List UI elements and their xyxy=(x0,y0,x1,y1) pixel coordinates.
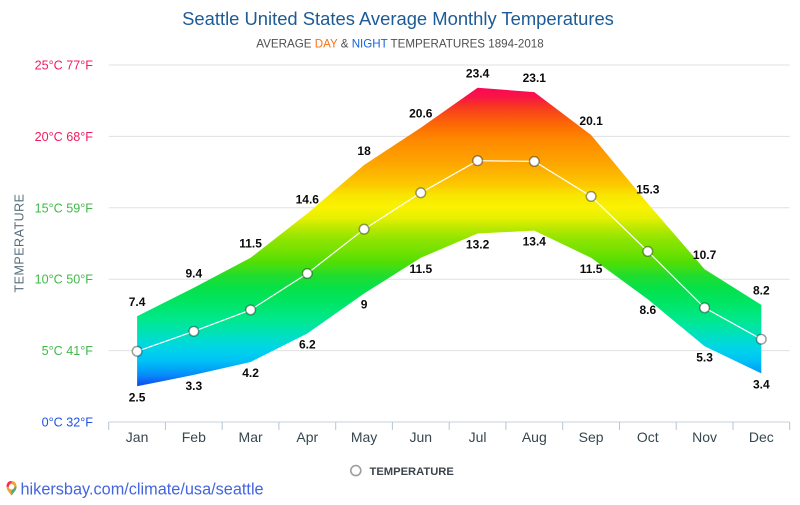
svg-text:Nov: Nov xyxy=(692,429,717,445)
svg-text:Jun: Jun xyxy=(410,429,433,445)
svg-text:AVERAGE DAY & NIGHT TEMPERATUR: AVERAGE DAY & NIGHT TEMPERATURES 1894-20… xyxy=(256,38,543,51)
svg-text:7.4: 7.4 xyxy=(129,295,146,309)
svg-text:11.5: 11.5 xyxy=(580,262,603,276)
svg-text:3.4: 3.4 xyxy=(753,377,770,391)
svg-text:Feb: Feb xyxy=(182,429,206,445)
svg-text:2.5: 2.5 xyxy=(129,390,146,404)
svg-text:4.2: 4.2 xyxy=(242,366,259,380)
svg-text:13.2: 13.2 xyxy=(466,238,490,252)
svg-text:15°C 59°F: 15°C 59°F xyxy=(35,201,94,215)
svg-text:Jul: Jul xyxy=(469,429,487,445)
svg-text:hikersbay.com/climate/usa/seat: hikersbay.com/climate/usa/seattle xyxy=(21,481,264,499)
svg-text:10°C 50°F: 10°C 50°F xyxy=(35,273,94,287)
svg-text:5.3: 5.3 xyxy=(696,350,713,364)
svg-text:Jan: Jan xyxy=(126,429,149,445)
svg-text:Dec: Dec xyxy=(749,429,774,445)
svg-text:8.6: 8.6 xyxy=(639,303,656,317)
svg-text:18: 18 xyxy=(357,144,371,158)
svg-text:TEMPERATURE: TEMPERATURE xyxy=(13,193,27,292)
svg-text:6.2: 6.2 xyxy=(299,338,316,352)
svg-text:Oct: Oct xyxy=(637,429,659,445)
svg-text:Seattle United States Average: Seattle United States Average Monthly Te… xyxy=(182,8,614,29)
svg-text:10.7: 10.7 xyxy=(693,248,717,262)
svg-text:Apr: Apr xyxy=(296,429,318,445)
svg-text:Mar: Mar xyxy=(239,429,263,445)
svg-text:23.4: 23.4 xyxy=(466,67,490,81)
svg-text:11.5: 11.5 xyxy=(409,262,432,276)
svg-text:14.6: 14.6 xyxy=(296,192,320,206)
svg-text:3.3: 3.3 xyxy=(185,379,202,393)
svg-text:Aug: Aug xyxy=(522,429,547,445)
svg-text:0°C 32°F: 0°C 32°F xyxy=(42,416,94,430)
svg-text:5°C 41°F: 5°C 41°F xyxy=(42,344,94,358)
svg-text:9: 9 xyxy=(361,298,368,312)
svg-text:13.4: 13.4 xyxy=(523,235,547,249)
svg-text:TEMPERATURE: TEMPERATURE xyxy=(370,466,455,478)
svg-text:15.3: 15.3 xyxy=(636,182,660,196)
svg-text:Sep: Sep xyxy=(579,429,604,445)
svg-text:11.5: 11.5 xyxy=(239,237,262,251)
svg-text:8.2: 8.2 xyxy=(753,284,770,298)
svg-text:23.1: 23.1 xyxy=(523,71,547,85)
svg-text:20°C 68°F: 20°C 68°F xyxy=(35,130,94,144)
svg-text:20.6: 20.6 xyxy=(409,107,433,121)
svg-text:9.4: 9.4 xyxy=(185,267,202,281)
svg-text:May: May xyxy=(351,429,377,445)
svg-text:20.1: 20.1 xyxy=(579,114,603,128)
svg-text:25°C 77°F: 25°C 77°F xyxy=(35,59,94,73)
